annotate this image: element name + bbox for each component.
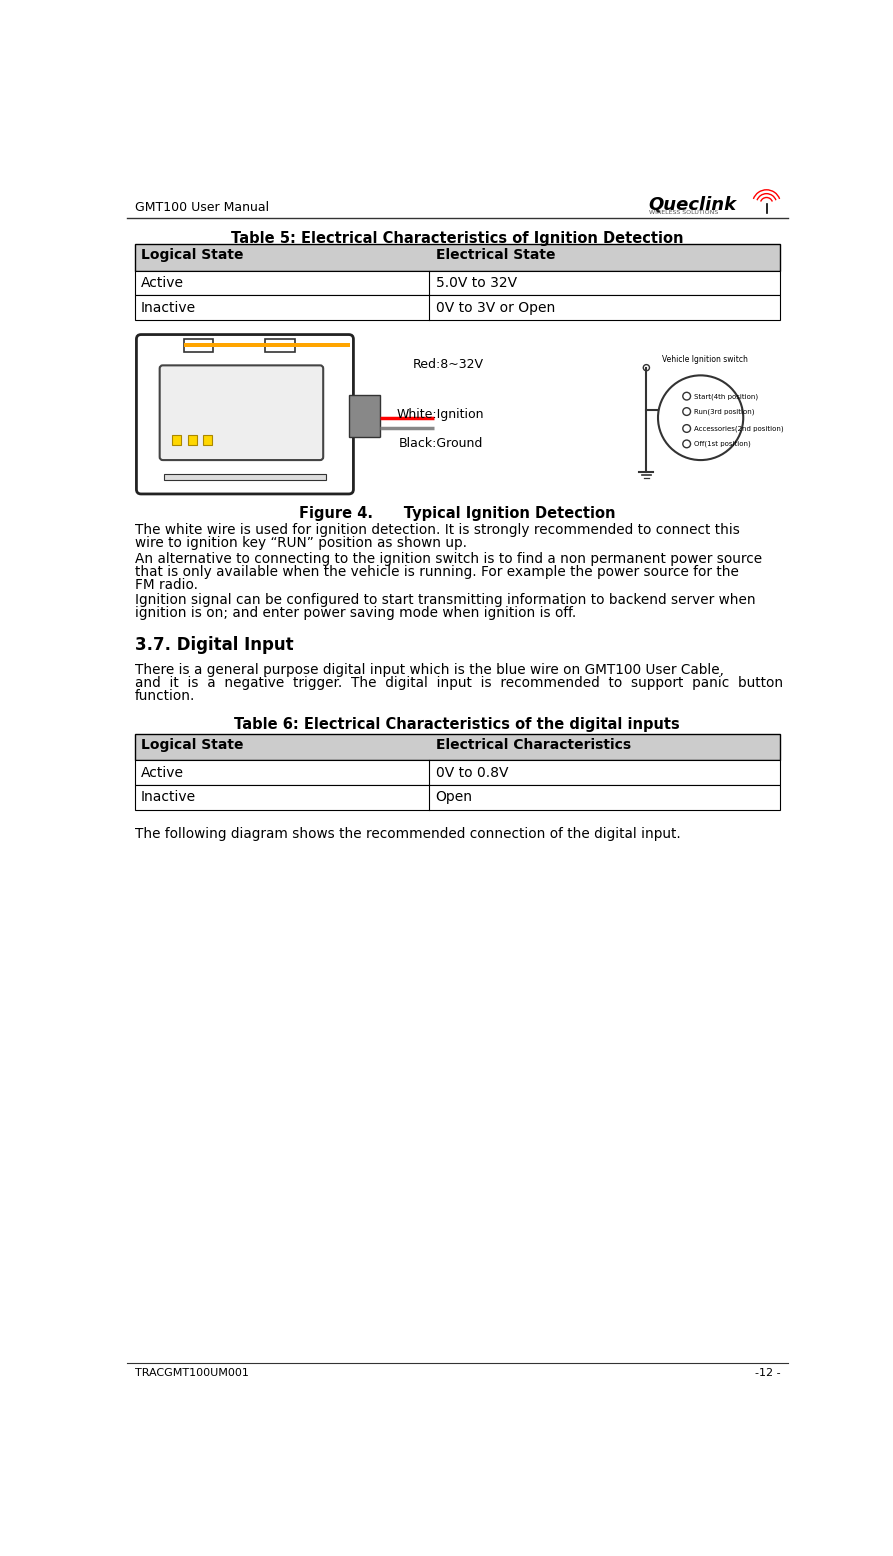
FancyBboxPatch shape (160, 366, 323, 461)
Text: Inactive: Inactive (141, 300, 196, 314)
Text: Active: Active (141, 275, 184, 289)
Bar (184, 342, 350, 347)
Bar (135, 786, 780, 809)
Text: FM radio.: FM radio. (135, 577, 198, 591)
Text: TRACGMT100UM001: TRACGMT100UM001 (135, 1368, 249, 1379)
Bar (188, 436, 196, 445)
Bar (349, 395, 380, 437)
Bar (203, 436, 213, 445)
Text: Figure 4.      Typical Ignition Detection: Figure 4. Typical Ignition Detection (299, 506, 615, 521)
Text: Logical State: Logical State (141, 738, 244, 752)
Text: Inactive: Inactive (141, 790, 196, 804)
Text: -12 -: -12 - (755, 1368, 780, 1379)
Bar (135, 271, 780, 296)
Text: 0V to 3V or Open: 0V to 3V or Open (436, 300, 555, 314)
Text: Active: Active (141, 766, 184, 780)
Text: Accessories(2nd position): Accessories(2nd position) (694, 425, 783, 433)
Text: wire to ignition key “RUN” position as shown up.: wire to ignition key “RUN” position as s… (135, 537, 467, 551)
Text: Queclink: Queclink (648, 196, 737, 215)
Circle shape (683, 440, 690, 448)
Text: The following diagram shows the recommended connection of the digital input.: The following diagram shows the recommen… (135, 826, 680, 840)
Text: Electrical State: Electrical State (436, 249, 555, 263)
Text: Start(4th position): Start(4th position) (694, 394, 758, 400)
Bar (135, 244, 780, 271)
Text: Table 5: Electrical Characteristics of Ignition Detection: Table 5: Electrical Characteristics of I… (231, 232, 683, 246)
Circle shape (658, 375, 743, 461)
Text: The white wire is used for ignition detection. It is strongly recommended to con: The white wire is used for ignition dete… (135, 523, 739, 537)
Text: 5.0V to 32V: 5.0V to 32V (436, 275, 517, 289)
Text: ignition is on; and enter power saving mode when ignition is off.: ignition is on; and enter power saving m… (135, 607, 576, 621)
Bar (184, 339, 213, 352)
Text: and  it  is  a  negative  trigger.  The  digital  input  is  recommended  to  su: and it is a negative trigger. The digita… (135, 675, 783, 689)
FancyBboxPatch shape (137, 335, 354, 493)
Circle shape (683, 392, 690, 400)
Text: that is only available when the vehicle is running. For example the power source: that is only available when the vehicle … (135, 565, 739, 579)
Circle shape (643, 364, 649, 370)
Text: GMT100 User Manual: GMT100 User Manual (135, 201, 269, 213)
Text: White:Ignition: White:Ignition (396, 409, 484, 422)
Text: Black:Ground: Black:Ground (399, 437, 484, 450)
Bar (135, 761, 780, 786)
Text: Run(3rd position): Run(3rd position) (694, 409, 755, 415)
Text: 0V to 0.8V: 0V to 0.8V (436, 766, 508, 780)
Text: Open: Open (436, 790, 472, 804)
Bar (164, 475, 326, 481)
Bar (265, 339, 295, 352)
Text: Ignition signal can be configured to start transmitting information to backend s: Ignition signal can be configured to sta… (135, 593, 755, 607)
Text: Red:8~32V: Red:8~32V (413, 358, 484, 370)
Text: WIRELESS SOLUTIONS: WIRELESS SOLUTIONS (648, 210, 718, 215)
Text: Logical State: Logical State (141, 249, 244, 263)
Text: An alternative to connecting to the ignition switch is to find a non permanent p: An alternative to connecting to the igni… (135, 552, 762, 566)
Text: function.: function. (135, 689, 196, 703)
Text: Vehicle Ignition switch: Vehicle Ignition switch (662, 355, 747, 364)
Text: 3.7. Digital Input: 3.7. Digital Input (135, 636, 294, 655)
Text: Off(1st position): Off(1st position) (694, 440, 750, 447)
Text: Table 6: Electrical Characteristics of the digital inputs: Table 6: Electrical Characteristics of t… (234, 717, 680, 733)
Bar (172, 436, 181, 445)
Text: There is a general purpose digital input which is the blue wire on GMT100 User C: There is a general purpose digital input… (135, 663, 724, 677)
Circle shape (683, 425, 690, 433)
Bar (135, 734, 780, 761)
Circle shape (683, 408, 690, 415)
Bar (135, 296, 780, 321)
Text: Electrical Characteristics: Electrical Characteristics (436, 738, 630, 752)
